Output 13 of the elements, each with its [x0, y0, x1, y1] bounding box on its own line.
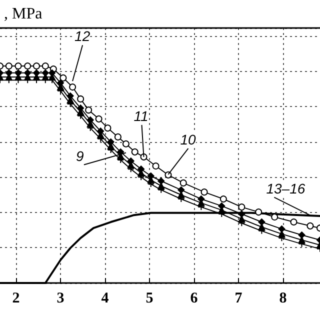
annotation: 11 [134, 108, 148, 124]
annotation: 10 [180, 131, 196, 148]
x-tick-label: 5 [146, 290, 154, 306]
annotation: 9 [76, 148, 84, 164]
x-tick-label: 6 [190, 290, 198, 306]
annotation: 12 [74, 28, 90, 44]
x-tick-label: 3 [56, 290, 64, 306]
x-tick-label: 4 [101, 290, 110, 306]
x-tick-label: 2 [12, 290, 20, 306]
x-tick-label: 8 [279, 290, 287, 306]
annotation: 13–16 [266, 180, 306, 196]
x-tick-label: 7 [234, 290, 243, 306]
y-axis-title: , MPa [4, 6, 42, 22]
